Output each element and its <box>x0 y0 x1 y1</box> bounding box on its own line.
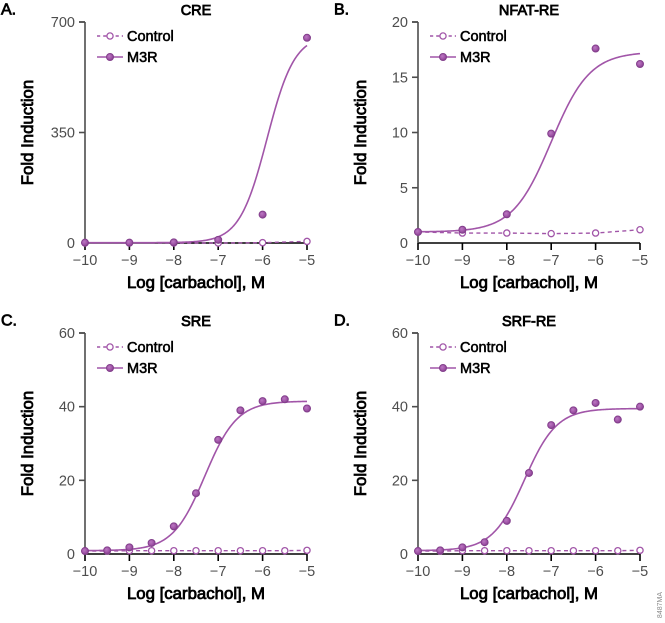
svg-text:−5: −5 <box>299 253 316 269</box>
svg-text:−8: −8 <box>499 564 516 580</box>
svg-text:−5: −5 <box>632 253 649 269</box>
svg-text:−6: −6 <box>587 564 604 580</box>
svg-text:−5: −5 <box>299 564 316 580</box>
svg-text:Fold Induction: Fold Induction <box>351 391 370 496</box>
svg-text:−10: −10 <box>73 564 98 580</box>
svg-text:SRF-RE: SRF-RE <box>502 314 556 330</box>
svg-text:B.: B. <box>334 2 349 19</box>
svg-text:Fold Induction: Fold Induction <box>18 80 37 185</box>
svg-text:20: 20 <box>392 15 408 31</box>
svg-text:−10: −10 <box>406 253 431 269</box>
svg-text:−9: −9 <box>454 253 471 269</box>
svg-text:5: 5 <box>400 181 408 197</box>
svg-text:0: 0 <box>400 547 408 563</box>
svg-text:A.: A. <box>1 2 16 19</box>
svg-text:20: 20 <box>392 473 408 489</box>
svg-text:−7: −7 <box>543 253 560 269</box>
svg-text:−6: −6 <box>587 253 604 269</box>
svg-text:M3R: M3R <box>460 361 491 377</box>
svg-text:Log [carbachol], M: Log [carbachol], M <box>460 584 598 603</box>
svg-text:0: 0 <box>400 236 408 252</box>
svg-text:0: 0 <box>67 547 75 563</box>
svg-text:−7: −7 <box>210 564 227 580</box>
svg-text:15: 15 <box>392 70 408 86</box>
svg-text:−9: −9 <box>121 564 138 580</box>
svg-text:40: 40 <box>392 400 408 416</box>
svg-text:−9: −9 <box>121 253 138 269</box>
svg-text:−8: −8 <box>166 564 183 580</box>
svg-text:40: 40 <box>59 400 75 416</box>
svg-text:60: 60 <box>392 326 408 342</box>
svg-text:−8: −8 <box>166 253 183 269</box>
svg-text:−5: −5 <box>632 564 649 580</box>
svg-text:−10: −10 <box>406 564 431 580</box>
svg-text:C.: C. <box>1 313 17 330</box>
svg-text:10: 10 <box>392 126 408 142</box>
svg-text:Control: Control <box>460 340 507 356</box>
svg-text:350: 350 <box>51 126 75 142</box>
svg-text:Fold Induction: Fold Induction <box>351 80 370 185</box>
svg-text:−10: −10 <box>73 253 98 269</box>
svg-text:−6: −6 <box>254 564 271 580</box>
svg-text:−7: −7 <box>210 253 227 269</box>
svg-text:Log [carbachol], M: Log [carbachol], M <box>127 584 265 603</box>
svg-text:−8: −8 <box>499 253 516 269</box>
svg-text:NFAT-RE: NFAT-RE <box>499 3 559 19</box>
svg-text:700: 700 <box>51 15 75 31</box>
svg-text:60: 60 <box>59 326 75 342</box>
svg-text:M3R: M3R <box>460 50 491 66</box>
svg-text:−6: −6 <box>254 253 271 269</box>
svg-text:Log [carbachol], M: Log [carbachol], M <box>460 273 598 292</box>
svg-text:Control: Control <box>460 29 507 45</box>
svg-text:0: 0 <box>67 236 75 252</box>
svg-text:SRE: SRE <box>181 314 211 330</box>
svg-text:Fold Induction: Fold Induction <box>18 391 37 496</box>
svg-text:Control: Control <box>127 29 174 45</box>
svg-text:Control: Control <box>127 340 174 356</box>
svg-text:M3R: M3R <box>127 50 158 66</box>
svg-text:M3R: M3R <box>127 361 158 377</box>
svg-text:−9: −9 <box>454 564 471 580</box>
svg-text:20: 20 <box>59 473 75 489</box>
svg-text:D.: D. <box>334 313 350 330</box>
svg-text:CRE: CRE <box>181 3 212 19</box>
svg-text:−7: −7 <box>543 564 560 580</box>
svg-text:Log [carbachol], M: Log [carbachol], M <box>127 273 265 292</box>
